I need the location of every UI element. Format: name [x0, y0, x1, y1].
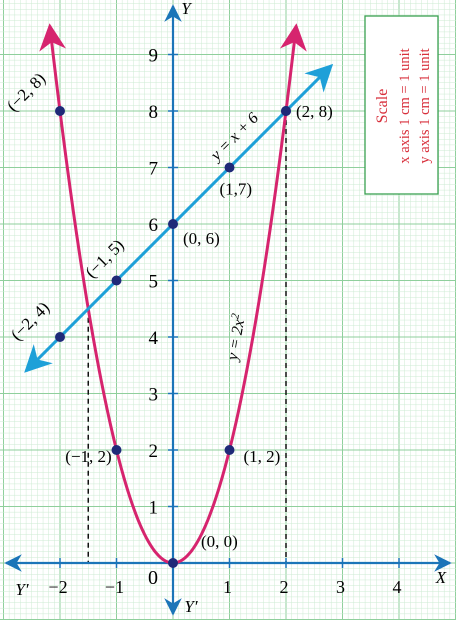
y-tick-label: 5 [149, 272, 159, 293]
y-axis-negative-label: Y′ [184, 597, 197, 616]
parabola-equation-label: y = 2x2 [222, 312, 249, 364]
x-tick-label: 4 [393, 577, 402, 597]
x-tick-label: −2 [48, 577, 67, 597]
data-points [55, 106, 291, 568]
data-point [224, 445, 235, 455]
scale-title: Scale [374, 89, 391, 124]
x-tick-label: 2 [280, 577, 289, 597]
y-tick-label: 1 [149, 498, 159, 519]
data-point [281, 106, 291, 116]
scale-y-line: y axis 1 cm = 1 unit [417, 48, 433, 163]
x-axis-positive-label: X [435, 568, 447, 587]
y-tick-label: 7 [149, 159, 159, 180]
scale-x-line: x axis 1 cm = 1 unit [397, 48, 413, 163]
origin-label: 0 [148, 567, 158, 589]
scale-legend-box: Scale x axis 1 cm = 1 unit y axis 1 cm =… [364, 15, 439, 195]
y-axis-positive-label: Y [181, 0, 192, 18]
data-point [55, 106, 65, 116]
series-line-1 [24, 63, 334, 373]
y-tick-label: 4 [149, 328, 159, 349]
line-equation-label: y = x + 6 [206, 110, 262, 166]
point-label: (1, 2) [244, 447, 281, 466]
point-label: (1,7) [220, 180, 253, 199]
data-point [111, 445, 122, 455]
data-point [224, 162, 235, 173]
y-tick-label: 6 [149, 215, 159, 236]
x-tick-label: −1 [105, 577, 124, 597]
data-point [168, 558, 178, 568]
data-point [55, 332, 65, 342]
point-label: (−1, 2) [65, 447, 111, 466]
point-label: (0, 6) [183, 229, 220, 248]
point-label: (2, 8) [296, 102, 333, 121]
tick-labels: −2 −1 1 2 3 4 1 2 3 4 5 6 7 8 9 [48, 46, 401, 598]
x-axis-negative-label: Y′ [15, 580, 28, 599]
point-label: (0, 0) [201, 532, 238, 551]
data-point [168, 219, 178, 229]
y-tick-label: 2 [149, 441, 159, 462]
x-tick-label: 3 [336, 577, 345, 597]
y-tick-label: 8 [149, 102, 159, 123]
y-tick-label: 3 [149, 385, 159, 406]
x-tick-label: 1 [223, 577, 232, 597]
y-tick-label: 9 [149, 46, 159, 67]
data-point [111, 275, 122, 286]
